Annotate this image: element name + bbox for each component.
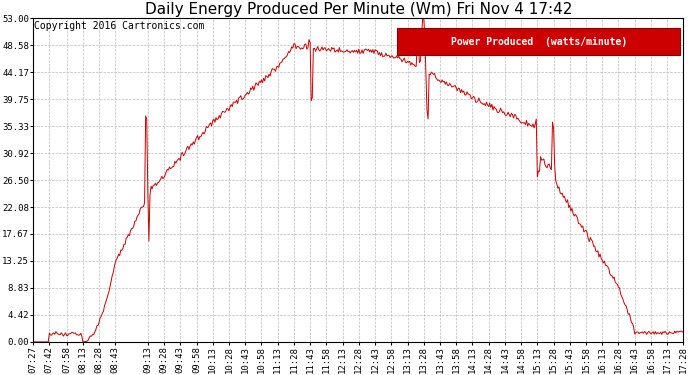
Text: Copyright 2016 Cartronics.com: Copyright 2016 Cartronics.com: [34, 21, 205, 32]
Title: Daily Energy Produced Per Minute (Wm) Fri Nov 4 17:42: Daily Energy Produced Per Minute (Wm) Fr…: [145, 2, 572, 17]
FancyBboxPatch shape: [397, 28, 680, 56]
Text: Power Produced  (watts/minute): Power Produced (watts/minute): [451, 37, 627, 47]
